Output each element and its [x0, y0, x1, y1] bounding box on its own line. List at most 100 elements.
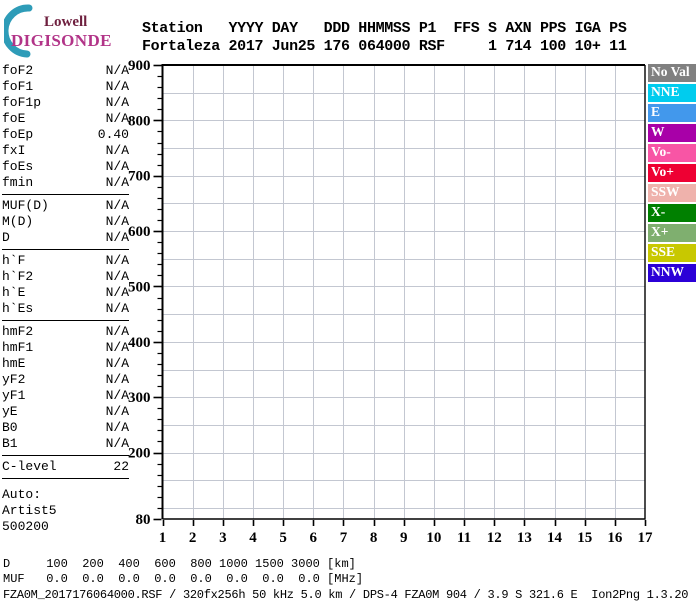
parameter-label: B1 — [2, 436, 18, 451]
logo-arc-icon — [4, 4, 33, 58]
parameter-row: h`F N/A — [2, 253, 129, 269]
sidebar-separator — [2, 320, 129, 321]
parameter-value: N/A — [105, 340, 129, 355]
parameter-label: C-level — [2, 459, 57, 474]
parameter-label: yF2 — [2, 372, 26, 387]
parameter-row: hmF2 N/A — [2, 324, 129, 340]
x-axis-tick-label: 13 — [517, 530, 532, 546]
x-axis-tick-label: 6 — [310, 530, 318, 546]
autoscaling-line: Auto: — [2, 487, 42, 502]
autoscaling-line: 500200 — [2, 519, 49, 534]
legend-item: NNE — [648, 84, 696, 102]
y-axis-tick-label: 400 — [128, 335, 151, 351]
parameter-value: N/A — [105, 372, 129, 387]
parameter-row: foE N/A — [2, 111, 129, 127]
distance-row: D 100 200 400 600 800 1000 1500 3000 [km… — [3, 557, 356, 571]
x-axis-tick-label: 17 — [638, 530, 654, 546]
parameter-label: h`F — [2, 253, 26, 268]
y-axis-tick-label: 200 — [128, 446, 151, 462]
y-axis-tick-label: 500 — [128, 279, 151, 295]
y-axis-tick-label: 900 — [128, 58, 151, 74]
parameter-row: foF1p N/A — [2, 95, 129, 111]
legend-item: No Val — [648, 64, 696, 82]
muf-row: MUF 0.0 0.0 0.0 0.0 0.0 0.0 0.0 0.0 [MHz… — [3, 572, 364, 586]
parameter-label: hmF2 — [2, 324, 34, 339]
parameter-value: 0.40 — [97, 127, 129, 142]
x-axis-tick-label: 4 — [249, 530, 257, 546]
parameter-value: N/A — [105, 420, 129, 435]
parameter-row: hmF1 N/A — [2, 340, 129, 356]
parameter-label: foF2 — [2, 63, 34, 78]
parameter-label: B0 — [2, 420, 18, 435]
echo-color-legend: No Val NNE E W Vo- Vo+ SSW X- X+ SSE NNW — [648, 64, 696, 284]
x-axis-tick-label: 16 — [607, 530, 623, 546]
parameter-value: N/A — [105, 159, 129, 174]
parameter-label: h`E — [2, 285, 26, 300]
parameter-label: yE — [2, 404, 18, 419]
parameter-value: N/A — [105, 79, 129, 94]
sidebar-separator — [2, 249, 129, 250]
parameter-label: h`Es — [2, 301, 34, 316]
legend-item: Vo+ — [648, 164, 696, 182]
parameter-row: foEs N/A — [2, 159, 129, 175]
parameter-value: N/A — [105, 269, 129, 284]
x-axis-tick-label: 8 — [370, 530, 378, 546]
parameter-row: D N/A — [2, 230, 129, 246]
parameter-row: C-level 22 — [2, 459, 129, 475]
parameter-value: N/A — [105, 388, 129, 403]
sidebar-separator — [2, 455, 129, 456]
digisonde-logo: Lowell DIGISONDE — [4, 4, 136, 58]
parameter-value: N/A — [105, 198, 129, 213]
parameter-row: yF2 N/A — [2, 372, 129, 388]
legend-item: E — [648, 104, 696, 122]
parameter-label: h`F2 — [2, 269, 34, 284]
parameter-label: D — [2, 230, 10, 245]
parameter-row: h`E N/A — [2, 285, 129, 301]
autoscaling-info: Auto: Artist5 500200 — [2, 487, 129, 535]
parameter-sidebar: foF2 N/A foF1 N/A foF1p N/A foE N/A foEp 0.40 fxI N… — [2, 63, 129, 535]
x-axis-tick-label: 2 — [189, 530, 197, 546]
y-axis-tick-label: 800 — [128, 113, 151, 129]
parameter-value: N/A — [105, 111, 129, 126]
logo-lowell-text: Lowell — [44, 14, 88, 30]
legend-item: SSE — [648, 244, 696, 262]
parameter-row: h`F2 N/A — [2, 269, 129, 285]
parameter-label: foF1p — [2, 95, 42, 110]
parameter-label: MUF(D) — [2, 198, 49, 213]
station-header-fields: Station YYYY DAY DDD HHMMSS P1 FFS S AXN… — [142, 20, 627, 37]
parameter-label: M(D) — [2, 214, 34, 229]
parameter-value: N/A — [105, 285, 129, 300]
parameter-value: N/A — [105, 95, 129, 110]
parameter-label: hmE — [2, 356, 26, 371]
parameter-value: N/A — [105, 356, 129, 371]
legend-item: SSW — [648, 184, 696, 202]
x-axis-tick-label: 1 — [159, 530, 167, 546]
logo-digisonde-text: DIGISONDE — [11, 31, 112, 50]
parameter-row: yF1 N/A — [2, 388, 129, 404]
sidebar-separator — [2, 478, 129, 479]
parameter-label: hmF1 — [2, 340, 34, 355]
parameter-row: hmE N/A — [2, 356, 129, 372]
x-axis-tick-label: 3 — [219, 530, 227, 546]
station-header-values: Fortaleza 2017 Jun25 176 064000 RSF 1 71… — [142, 38, 627, 55]
legend-item: X+ — [648, 224, 696, 242]
plot-frame — [162, 65, 646, 520]
y-axis-tick-label: 700 — [128, 169, 151, 185]
x-axis-tick-label: 14 — [547, 530, 563, 546]
parameter-label: yF1 — [2, 388, 26, 403]
y-axis-tick-label: 80 — [136, 512, 151, 528]
parameter-value: N/A — [105, 253, 129, 268]
parameter-row: yE N/A — [2, 404, 129, 420]
parameter-value: N/A — [105, 175, 129, 190]
y-axis-tick-label: 300 — [128, 390, 151, 406]
parameter-row: foF2 N/A — [2, 63, 129, 79]
parameter-row: M(D) N/A — [2, 214, 129, 230]
sidebar-separator — [2, 194, 129, 195]
y-axis-tick-label: 600 — [128, 224, 151, 240]
x-axis-tick-label: 15 — [577, 530, 592, 546]
parameter-label: fxI — [2, 143, 26, 158]
plot-frame — [161, 64, 645, 519]
parameter-label: fmin — [2, 175, 34, 190]
legend-item: Vo- — [648, 144, 696, 162]
